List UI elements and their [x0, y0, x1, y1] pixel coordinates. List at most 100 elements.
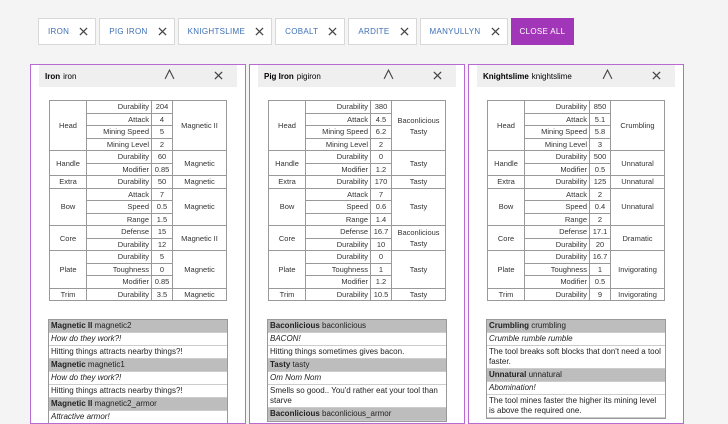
stat-value: 0: [370, 150, 392, 164]
trait-name: Unnatural: [621, 202, 654, 212]
stat-value: 0.5: [151, 200, 173, 214]
close-icon[interactable]: [490, 27, 500, 36]
stat-value: 0.85: [151, 162, 173, 176]
part-name: Trim: [487, 287, 525, 301]
trait-title: Baconlicious: [270, 321, 320, 330]
part-traits: Magnetic: [172, 187, 227, 226]
stats-row: Core Defense 16.7 Baconlicious Tasty: [268, 225, 446, 251]
tab[interactable]: KNIGHTSLIME: [177, 18, 273, 45]
stats-row: Bow Attack 7 Magnetic: [49, 187, 227, 226]
stats-row: Toughness 1: [269, 262, 446, 276]
tab[interactable]: PIG IRON: [99, 18, 175, 45]
trait-flavor: BACON!: [268, 333, 446, 346]
close-icon[interactable]: [433, 71, 442, 80]
stat-value: 16.7: [370, 225, 392, 239]
material-id: pigiron: [296, 71, 321, 81]
trait-heading: Magnetic magnetic1: [49, 359, 227, 372]
close-icon[interactable]: [214, 71, 223, 80]
part-name: Plate: [49, 250, 87, 289]
trait-heading: Unnatural unnatural: [487, 369, 665, 382]
close-icon[interactable]: [399, 27, 409, 36]
stats-row: Plate Durability 5 Magnetic: [49, 250, 227, 289]
stats-row: Modifier 0.85: [50, 162, 227, 176]
tab[interactable]: IRON: [38, 18, 97, 45]
stat-name: Durability: [305, 287, 371, 301]
close-all-button[interactable]: CLOSE ALL: [510, 18, 575, 45]
stat-name: Mining Speed: [524, 125, 590, 139]
stat-value: 4: [151, 112, 173, 126]
trait-name: Baconlicious: [397, 115, 440, 125]
material-name: Pig Iron: [264, 71, 294, 81]
stat-name: Durability: [86, 250, 152, 264]
stat-value: 500: [589, 150, 611, 164]
stat-value: 0.5: [589, 275, 611, 289]
tab[interactable]: ARDITE: [348, 18, 417, 45]
tab[interactable]: COBALT: [275, 18, 346, 45]
stat-value: 1.2: [370, 162, 392, 176]
stat-value: 2: [151, 137, 173, 151]
part-name: Core: [487, 225, 525, 251]
panel-list: Iron iron Head Durability 204 Magnetic II Atta…: [30, 64, 684, 424]
trait-name: Tasty: [409, 158, 428, 168]
stats-row: Modifier 1.2: [269, 275, 446, 289]
stat-value: 10: [370, 237, 392, 251]
trait-description: Hitting things attracts nearby things?!: [49, 385, 227, 398]
stat-name: Durability: [524, 175, 590, 189]
stat-value: 125: [589, 175, 611, 189]
stat-name: Speed: [305, 200, 371, 214]
stat-value: 17.1: [589, 225, 611, 239]
stats-row: Core Defense 15 Magnetic II: [49, 225, 227, 251]
collapse-icon[interactable]: [164, 69, 175, 80]
stat-name: Durability: [86, 100, 152, 114]
trait-name: Dramatic: [622, 233, 653, 243]
trait-id: magnetic1: [87, 360, 125, 369]
trait-title: Magnetic II: [51, 399, 93, 408]
panel-header: Iron iron: [39, 65, 237, 87]
stats-row: Trim Durability 3.5 Magnetic: [49, 287, 227, 301]
close-icon[interactable]: [79, 27, 88, 36]
trait-name: Tasty: [409, 239, 428, 248]
stat-name: Mining Level: [524, 137, 590, 151]
part-name: Trim: [49, 287, 87, 301]
trait-flavor: How do they work?!: [49, 372, 227, 385]
part-name: Plate: [487, 250, 525, 289]
trait-name: Tasty: [409, 177, 428, 187]
close-icon[interactable]: [328, 27, 337, 36]
close-icon[interactable]: [652, 71, 661, 80]
stat-name: Durability: [524, 237, 590, 251]
trait-flavor: Om Nom Nom: [268, 372, 446, 385]
stat-value: 3.5: [151, 287, 173, 301]
stat-value: 12: [151, 237, 173, 251]
stat-value: 16.7: [589, 250, 611, 264]
stat-name: Attack: [86, 112, 152, 126]
part-name: Handle: [487, 150, 525, 176]
tab[interactable]: MANYULLYN: [419, 18, 508, 45]
collapse-icon[interactable]: [602, 69, 613, 80]
stat-name: Modifier: [86, 162, 152, 176]
stat-name: Durability: [305, 250, 371, 264]
stat-name: Durability: [524, 287, 590, 301]
stats-row: Trim Durability 9 Invigorating: [487, 287, 665, 301]
part-traits: Tasty: [391, 150, 446, 176]
stats-row: Range 1.5: [50, 212, 227, 226]
stat-name: Modifier: [305, 162, 371, 176]
stats-table: Head Durability 204 Magnetic II Attack 4 Minin…: [49, 100, 227, 301]
collapse-icon[interactable]: [383, 69, 394, 80]
stat-value: 10.5: [370, 287, 392, 301]
stats-row: Core Defense 17.1 Dramatic: [487, 225, 665, 251]
trait-description: Hitting things attracts nearby things?!: [49, 346, 227, 359]
stat-name: Modifier: [86, 275, 152, 289]
trait-name: Tasty: [409, 126, 428, 136]
close-icon[interactable]: [255, 27, 264, 36]
part-traits: Tasty: [391, 187, 446, 226]
trait-name: Magnetic II: [181, 121, 218, 130]
part-name: Extra: [49, 175, 87, 189]
stats-row: Extra Durability 125 Unnatural: [487, 175, 665, 189]
trait-heading: Baconlicious baconlicious_armor: [268, 408, 446, 421]
stat-value: 7: [370, 187, 392, 201]
stat-value: 0.6: [370, 200, 392, 214]
stat-name: Durability: [305, 175, 371, 189]
stat-value: 20: [589, 237, 611, 251]
material-name: Iron: [45, 71, 61, 81]
close-icon[interactable]: [158, 27, 167, 36]
